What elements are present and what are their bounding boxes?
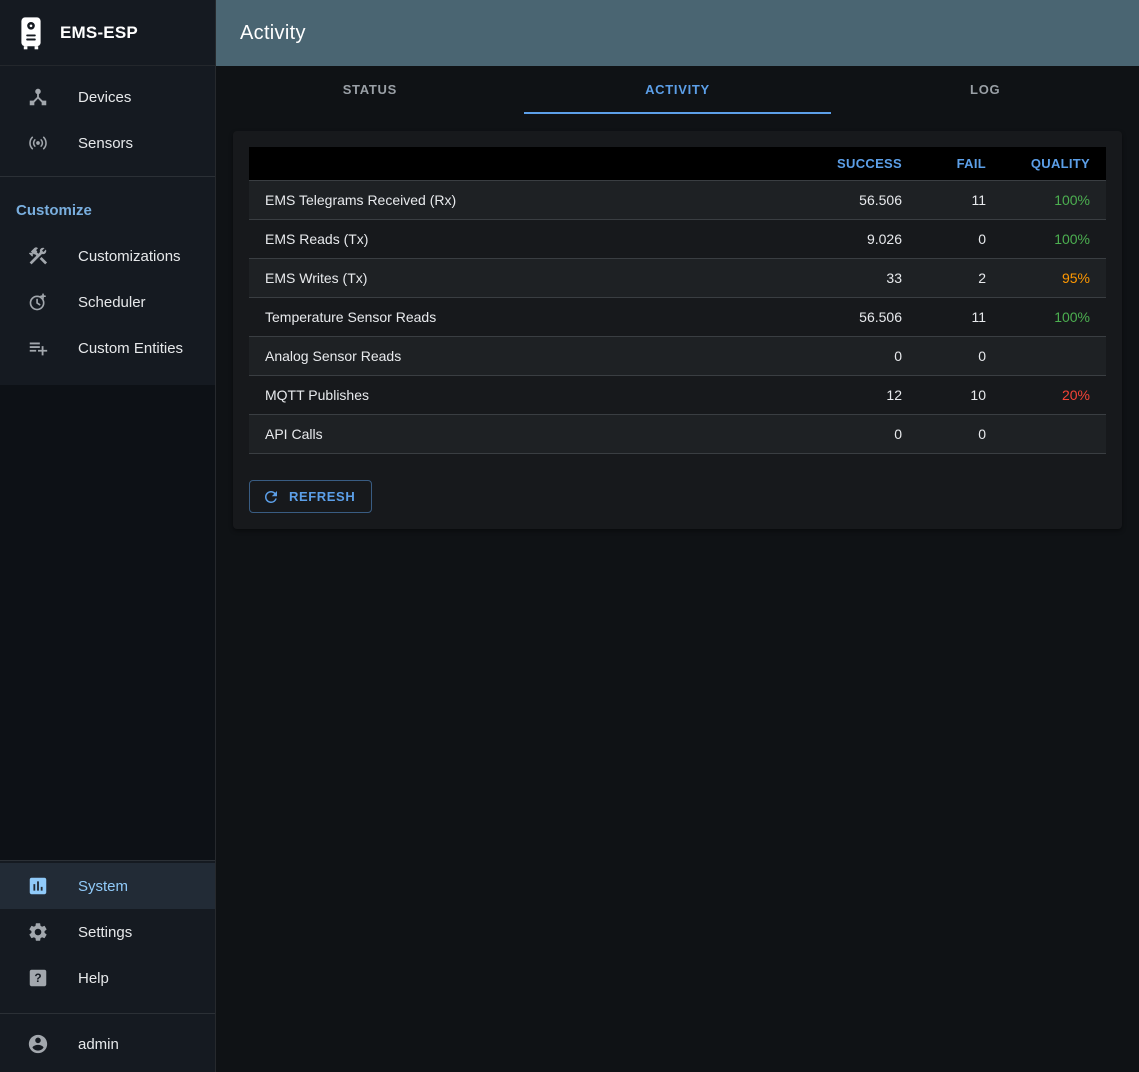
success-cell: 12 bbox=[798, 375, 918, 415]
table-row: API Calls 0 0 bbox=[249, 414, 1106, 454]
table-row: MQTT Publishes 12 10 20% bbox=[249, 375, 1106, 415]
fail-cell: 0 bbox=[918, 414, 1002, 454]
app-title: EMS-ESP bbox=[60, 22, 138, 42]
sidebar-customize-section: Customize Customizations Scheduler Custo… bbox=[0, 177, 215, 385]
success-cell: 56.506 bbox=[798, 297, 918, 337]
success-cell: 9.026 bbox=[798, 219, 918, 259]
quality-cell bbox=[1002, 414, 1106, 454]
quality-cell: 100% bbox=[1002, 297, 1106, 337]
sensors-icon bbox=[26, 131, 50, 155]
customize-section-header: Customize bbox=[16, 201, 92, 219]
main-area: Activity STATUS ACTIVITY LOG SUCCESS FAI… bbox=[216, 0, 1139, 1072]
playlist-add-icon bbox=[26, 336, 50, 360]
refresh-icon bbox=[262, 488, 280, 506]
column-success: SUCCESS bbox=[798, 147, 918, 181]
sidebar-item-devices[interactable]: Devices bbox=[0, 74, 215, 120]
success-cell: 0 bbox=[798, 414, 918, 454]
sidebar-item-label: System bbox=[78, 877, 129, 895]
app-logo-header: EMS-ESP bbox=[0, 0, 215, 66]
sidebar-item-label: Scheduler bbox=[78, 293, 146, 311]
metric-cell: Temperature Sensor Reads bbox=[249, 297, 798, 337]
fail-cell: 0 bbox=[918, 336, 1002, 376]
quality-cell bbox=[1002, 336, 1106, 376]
sidebar-item-label: Help bbox=[78, 969, 109, 987]
quality-cell: 95% bbox=[1002, 258, 1106, 298]
fail-cell: 11 bbox=[918, 297, 1002, 337]
table-row: EMS Telegrams Received (Rx) 56.506 11 10… bbox=[249, 180, 1106, 220]
sidebar-item-label: Customizations bbox=[78, 247, 181, 265]
metric-cell: EMS Writes (Tx) bbox=[249, 258, 798, 298]
metric-cell: Analog Sensor Reads bbox=[249, 336, 798, 376]
sidebar-spacer bbox=[0, 385, 215, 860]
success-cell: 0 bbox=[798, 336, 918, 376]
metric-cell: EMS Reads (Tx) bbox=[249, 219, 798, 259]
quality-cell: 100% bbox=[1002, 180, 1106, 220]
column-fail: FAIL bbox=[918, 147, 1002, 181]
quality-cell: 100% bbox=[1002, 219, 1106, 259]
sidebar-item-label: Settings bbox=[78, 923, 133, 941]
sidebar-item-admin[interactable]: admin bbox=[0, 1020, 215, 1068]
appbar: Activity bbox=[216, 0, 1139, 66]
column-metric bbox=[249, 147, 798, 181]
fail-cell: 11 bbox=[918, 180, 1002, 220]
sidebar-main-nav: Devices Sensors bbox=[0, 66, 215, 176]
svg-text:?: ? bbox=[34, 971, 41, 985]
tab-log[interactable]: LOG bbox=[970, 81, 1001, 97]
scheduler-clock-icon bbox=[26, 290, 50, 314]
sidebar-item-custom-entities[interactable]: Custom Entities bbox=[0, 325, 215, 371]
refresh-button-label: REFRESH bbox=[289, 489, 356, 504]
sidebar-item-label: Devices bbox=[78, 88, 132, 106]
table-row: EMS Writes (Tx) 33 2 95% bbox=[249, 258, 1106, 298]
fail-cell: 0 bbox=[918, 219, 1002, 259]
metric-cell: EMS Telegrams Received (Rx) bbox=[249, 180, 798, 220]
sidebar-item-label: Custom Entities bbox=[78, 339, 184, 357]
tab-bar: STATUS ACTIVITY LOG bbox=[216, 66, 1139, 114]
sidebar-item-scheduler[interactable]: Scheduler bbox=[0, 279, 215, 325]
table-header-row: SUCCESS FAIL QUALITY bbox=[249, 147, 1106, 181]
ems-esp-logo-icon bbox=[16, 15, 46, 51]
account-circle-icon bbox=[26, 1032, 50, 1056]
sidebar-item-sensors[interactable]: Sensors bbox=[0, 120, 215, 166]
table-row: Temperature Sensor Reads 56.506 11 100% bbox=[249, 297, 1106, 337]
metric-cell: API Calls bbox=[249, 414, 798, 454]
page-title: Activity bbox=[240, 21, 306, 44]
table-row: EMS Reads (Tx) 9.026 0 100% bbox=[249, 219, 1106, 259]
sidebar-divider bbox=[0, 176, 215, 177]
device-hub-icon bbox=[26, 85, 50, 109]
refresh-button[interactable]: REFRESH bbox=[249, 480, 373, 513]
sidebar-item-customizations[interactable]: Customizations bbox=[0, 233, 215, 279]
sidebar: EMS-ESP Devices bbox=[0, 0, 216, 1072]
construction-icon bbox=[26, 244, 50, 268]
sidebar-item-system[interactable]: System bbox=[0, 863, 215, 909]
activity-table: SUCCESS FAIL QUALITY EMS Telegrams Recei… bbox=[249, 147, 1106, 454]
sidebar-bottom-nav: System Settings ? Help bbox=[0, 861, 215, 1013]
tab-status[interactable]: STATUS bbox=[342, 81, 397, 97]
column-quality: QUALITY bbox=[1002, 147, 1106, 181]
sidebar-item-settings[interactable]: Settings bbox=[0, 909, 215, 955]
table-row: Analog Sensor Reads 0 0 bbox=[249, 336, 1106, 376]
analytics-icon bbox=[26, 874, 50, 898]
tab-activity[interactable]: ACTIVITY bbox=[523, 66, 832, 114]
user-name: admin bbox=[78, 1035, 119, 1053]
fail-cell: 10 bbox=[918, 375, 1002, 415]
sidebar-user-section: admin bbox=[0, 1014, 215, 1072]
activity-card: SUCCESS FAIL QUALITY EMS Telegrams Recei… bbox=[233, 131, 1122, 529]
sidebar-item-label: Sensors bbox=[78, 134, 134, 152]
quality-cell: 20% bbox=[1002, 375, 1106, 415]
gear-icon bbox=[26, 920, 50, 944]
metric-cell: MQTT Publishes bbox=[249, 375, 798, 415]
sidebar-divider bbox=[0, 1013, 215, 1014]
success-cell: 33 bbox=[798, 258, 918, 298]
sidebar-divider bbox=[0, 860, 215, 861]
help-icon: ? bbox=[26, 966, 50, 990]
sidebar-item-help[interactable]: ? Help bbox=[0, 955, 215, 1001]
fail-cell: 2 bbox=[918, 258, 1002, 298]
success-cell: 56.506 bbox=[798, 180, 918, 220]
